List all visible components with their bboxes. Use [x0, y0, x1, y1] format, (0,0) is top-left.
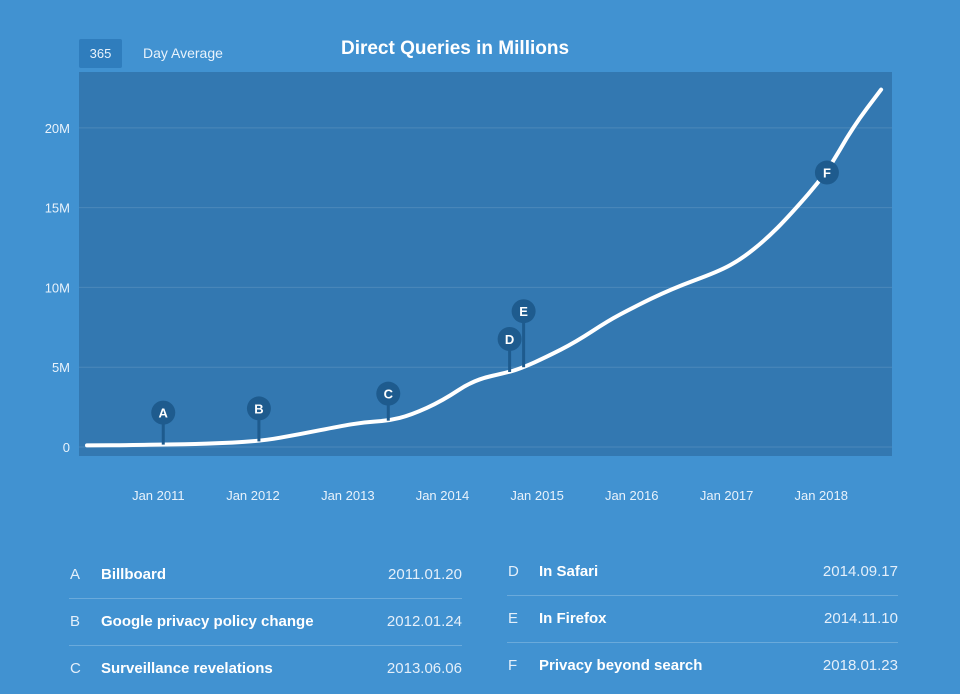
- legend-letter: B: [70, 613, 81, 630]
- legend-date: 2014.09.17: [822, 563, 898, 580]
- annotation-marker-a[interactable]: A: [151, 400, 176, 445]
- svg-text:F: F: [823, 166, 831, 181]
- svg-text:E: E: [519, 304, 528, 319]
- legend-letter: E: [508, 610, 519, 627]
- legend-label: Surveillance revelations: [101, 660, 273, 677]
- y-tick-label: 10M: [45, 280, 70, 295]
- annotation-marker-b[interactable]: B: [246, 396, 271, 442]
- y-tick-label: 15M: [45, 201, 70, 216]
- legend-letter: C: [70, 660, 81, 677]
- svg-text:A: A: [159, 406, 169, 421]
- plot-area: [79, 72, 892, 456]
- legend-letter: D: [508, 563, 519, 580]
- legend-date: 2011.01.20: [388, 566, 462, 583]
- x-tick-label: Jan 2017: [700, 488, 754, 503]
- line-chart: 0 5M 10M 15M 20M Jan 2011 Jan 2012 Jan 2013 Jan…: [45, 72, 892, 503]
- legend-item-d[interactable]: D In Safari 2014.09.17: [507, 549, 898, 596]
- y-tick-label: 5M: [52, 360, 70, 375]
- legend-label: Privacy beyond search: [539, 657, 703, 674]
- x-tick-label: Jan 2014: [416, 488, 470, 503]
- svg-text:C: C: [384, 387, 394, 402]
- legend-date: 2012.01.24: [386, 613, 462, 630]
- annotation-marker-f[interactable]: F: [814, 160, 839, 185]
- series-line: [85, 87, 884, 448]
- annotation-marker-c[interactable]: C: [376, 381, 401, 421]
- legend-item-e[interactable]: E In Firefox 2014.11.10: [507, 596, 898, 643]
- x-tick-label: Jan 2015: [510, 488, 564, 503]
- chart-title: Direct Queries in Millions: [340, 38, 570, 59]
- average-label: Day Average: [143, 45, 223, 61]
- average-days-button[interactable]: 365: [79, 39, 122, 68]
- annotation-marker-d[interactable]: D: [497, 327, 522, 372]
- annotation-marker-e[interactable]: E: [511, 299, 536, 368]
- x-tick-label: Jan 2011: [132, 488, 185, 503]
- legend-label: In Firefox: [539, 610, 607, 627]
- x-tick-label: Jan 2013: [321, 488, 375, 503]
- legend-item-c[interactable]: C Surveillance revelations 2013.06.06: [69, 646, 462, 693]
- legend-item-b[interactable]: B Google privacy policy change 2012.01.2…: [69, 599, 462, 646]
- svg-text:B: B: [254, 401, 263, 416]
- x-tick-label: Jan 2016: [605, 488, 659, 503]
- legend-item-f[interactable]: F Privacy beyond search 2018.01.23: [507, 643, 898, 690]
- legend-date: 2013.06.06: [386, 660, 462, 677]
- x-tick-label: Jan 2018: [794, 488, 848, 503]
- legend-letter: A: [70, 566, 81, 583]
- legend-label: Billboard: [101, 566, 167, 583]
- legend-letter: F: [508, 657, 518, 674]
- legend-label: In Safari: [539, 563, 599, 580]
- x-tick-label: Jan 2012: [226, 488, 280, 503]
- legend-left-column: A Billboard 2011.01.20 B Google privacy …: [69, 552, 462, 693]
- svg-text:D: D: [505, 332, 514, 347]
- y-tick-label: 20M: [45, 121, 70, 136]
- legend-right-column: D In Safari 2014.09.17 E In Firefox 2014…: [507, 549, 898, 690]
- legend-date: 2018.01.23: [822, 657, 898, 674]
- legend-item-a[interactable]: A Billboard 2011.01.20: [69, 552, 462, 599]
- legend-date: 2014.11.10: [824, 610, 898, 627]
- legend-label: Google privacy policy change: [101, 613, 314, 630]
- y-tick-label: 0: [63, 440, 70, 455]
